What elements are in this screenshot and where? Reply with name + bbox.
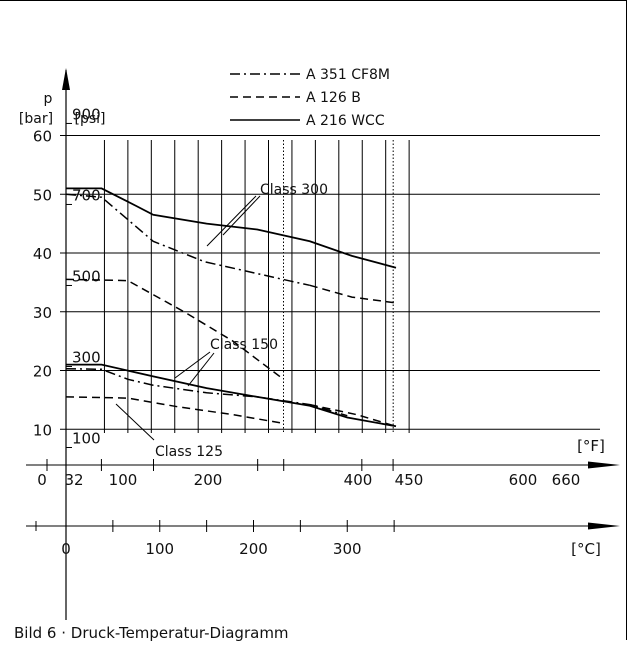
bar-tick-label-10: 10 <box>33 421 52 439</box>
y-axis-bar-label: [bar] <box>19 111 53 127</box>
fahrenheit-tick-label-32: 32 <box>64 471 83 489</box>
bar-tick-label-60: 60 <box>33 128 52 146</box>
celsius-tick-label-0: 0 <box>61 540 71 558</box>
psi-tick-label-500: 500 <box>72 267 101 285</box>
fahrenheit-tick-label-0: 0 <box>37 471 47 489</box>
legend-label-0: A 351 CF8M <box>306 67 390 83</box>
celsius-tick-label-100: 100 <box>145 540 174 558</box>
series-7 <box>65 396 284 425</box>
psi-tick-label-900: 900 <box>72 105 101 123</box>
annotation-leader-0 <box>206 195 257 247</box>
annotation-leader-0 <box>222 195 261 236</box>
chart-labels: Class 300 Class 150 Class 125 <box>115 182 328 460</box>
chart-legend: A 351 CF8M A 126 B A 216 WCC <box>230 67 390 129</box>
y-axis-psi-label: [psi] <box>75 111 106 127</box>
legend-label-1: A 126 B <box>306 90 361 106</box>
fahrenheit-tick-label-400: 400 <box>344 471 373 489</box>
chart-grid <box>66 135 600 433</box>
celsius-unit-label: [°C] <box>571 540 601 558</box>
series-2 <box>309 284 397 304</box>
bar-tick-label-20: 20 <box>33 363 52 381</box>
annotation-label-0: Class 300 <box>260 182 328 198</box>
fahrenheit-tick-label-600: 600 <box>509 471 538 489</box>
celsius-axis-arrow <box>588 522 620 530</box>
fahrenheit-tick-label-450: 450 <box>395 471 424 489</box>
legend-label-2: A 216 WCC <box>306 113 385 129</box>
bar-tick-label-40: 40 <box>33 245 52 263</box>
y-axis-arrow <box>62 68 70 90</box>
annotation-label-1: Class 150 <box>210 337 278 353</box>
series-5 <box>65 367 348 417</box>
chart-series <box>65 187 397 428</box>
fahrenheit-tick-label-200: 200 <box>194 471 223 489</box>
bar-tick-label-50: 50 <box>33 186 52 204</box>
fahrenheit-tick-label-660: 660 <box>552 471 581 489</box>
fahrenheit-tick-label-100: 100 <box>109 471 138 489</box>
celsius-tick-label-200: 200 <box>239 540 268 558</box>
series-6 <box>309 403 397 428</box>
fahrenheit-axis-arrow <box>588 461 620 469</box>
psi-tick-label-100: 100 <box>72 429 101 447</box>
y-axis-p-label: p <box>44 91 53 107</box>
psi-tick-label-300: 300 <box>72 348 101 366</box>
series-1 <box>65 193 310 287</box>
bar-tick-label-30: 30 <box>33 304 52 322</box>
celsius-tick-label-300: 300 <box>333 540 362 558</box>
series-0 <box>66 187 397 269</box>
annotation-leader-1 <box>174 351 211 379</box>
annotation-leader-2 <box>115 403 155 441</box>
fahrenheit-unit-label: [°F] <box>577 437 605 455</box>
annotation-label-2: Class 125 <box>155 444 223 460</box>
series-4 <box>66 363 397 428</box>
series-3 <box>65 278 284 380</box>
figure-caption: Bild 6 · Druck-Temperatur-Diagramm <box>14 624 289 642</box>
figure-frame <box>0 0 627 640</box>
annotation-leader-1 <box>187 352 215 387</box>
